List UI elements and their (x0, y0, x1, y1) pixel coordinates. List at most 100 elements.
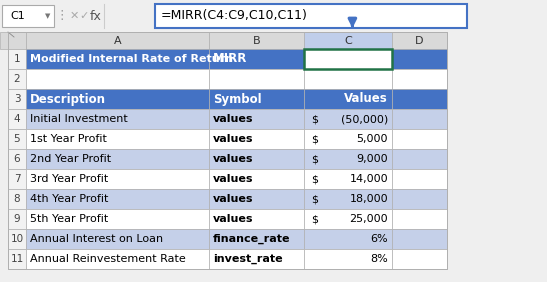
Bar (392, 89, 447, 109)
Bar (0, 0, 8, 282)
Text: ✕: ✕ (69, 11, 79, 21)
Text: invest_rate: invest_rate (213, 254, 283, 264)
Bar (8, 189, 26, 209)
Bar (392, 249, 447, 269)
Text: =MIRR(C4:C9,C10,C11): =MIRR(C4:C9,C10,C11) (161, 10, 308, 23)
Bar (392, 169, 447, 189)
Text: 9,000: 9,000 (357, 154, 388, 164)
Text: 5th Year Profit: 5th Year Profit (30, 214, 108, 224)
Bar (209, 169, 304, 189)
Text: values: values (213, 194, 253, 204)
Bar (304, 89, 392, 109)
Bar (26, 229, 209, 249)
Text: $: $ (311, 134, 318, 144)
Bar (8, 209, 26, 229)
Bar (8, 109, 26, 129)
Bar (26, 209, 209, 229)
Text: 7: 7 (14, 174, 20, 184)
Bar (304, 49, 392, 69)
Bar (2, 5, 54, 27)
Bar (209, 109, 304, 129)
Text: (50,000): (50,000) (341, 114, 388, 124)
Bar (304, 209, 392, 229)
Bar (8, 49, 26, 69)
Text: 3: 3 (14, 94, 20, 104)
Bar (209, 209, 304, 229)
Bar (26, 109, 209, 129)
Bar (209, 129, 304, 149)
Bar (392, 69, 447, 89)
Text: values: values (213, 154, 253, 164)
Bar (392, 49, 447, 69)
Text: Modified Internal Rate of Return: Modified Internal Rate of Return (30, 54, 233, 64)
Text: 5,000: 5,000 (357, 134, 388, 144)
Text: 18,000: 18,000 (350, 194, 388, 204)
Bar (392, 209, 447, 229)
Bar (209, 189, 304, 209)
Text: 8%: 8% (370, 254, 388, 264)
Text: Description: Description (30, 92, 106, 105)
Text: 2nd Year Profit: 2nd Year Profit (30, 154, 111, 164)
Bar (304, 69, 392, 89)
Text: 25,000: 25,000 (350, 214, 388, 224)
Text: 11: 11 (10, 254, 24, 264)
Bar (304, 149, 392, 169)
Bar (209, 229, 304, 249)
Bar (304, 109, 392, 129)
Text: 1st Year Profit: 1st Year Profit (30, 134, 107, 144)
Text: 2: 2 (14, 74, 20, 84)
Bar (209, 49, 304, 69)
Bar (304, 189, 392, 209)
Text: 3rd Year Profit: 3rd Year Profit (30, 174, 108, 184)
Text: fx: fx (90, 10, 102, 23)
Bar (8, 169, 26, 189)
Text: Symbol: Symbol (213, 92, 261, 105)
Text: $: $ (311, 174, 318, 184)
Bar (392, 32, 447, 49)
Text: ⋮: ⋮ (56, 10, 68, 23)
Text: 1: 1 (14, 54, 20, 64)
Bar (26, 169, 209, 189)
Text: D: D (415, 36, 424, 45)
Text: C1: C1 (10, 11, 25, 21)
Bar (26, 249, 209, 269)
Text: 6: 6 (14, 154, 20, 164)
Text: 5: 5 (14, 134, 20, 144)
Bar (8, 229, 26, 249)
Bar (26, 32, 209, 49)
Bar (304, 129, 392, 149)
Text: ▼: ▼ (45, 13, 51, 19)
Bar (392, 129, 447, 149)
Text: 14,000: 14,000 (350, 174, 388, 184)
Bar (392, 149, 447, 169)
Text: B: B (253, 36, 260, 45)
Text: Annual Interest on Loan: Annual Interest on Loan (30, 234, 163, 244)
Bar (392, 189, 447, 209)
Text: $: $ (311, 114, 318, 124)
Text: Values: Values (344, 92, 388, 105)
Bar (8, 129, 26, 149)
Text: values: values (213, 174, 253, 184)
Bar (392, 109, 447, 129)
Bar (304, 249, 392, 269)
Text: 9: 9 (14, 214, 20, 224)
Bar (209, 149, 304, 169)
Text: values: values (213, 214, 253, 224)
Text: Annual Reinvestement Rate: Annual Reinvestement Rate (30, 254, 186, 264)
Bar (304, 169, 392, 189)
Bar (8, 32, 447, 269)
Bar (155, 4, 467, 28)
Bar (209, 32, 304, 49)
Text: Initial Investment: Initial Investment (30, 114, 128, 124)
Bar (26, 149, 209, 169)
Bar (392, 229, 447, 249)
Bar (304, 32, 392, 49)
Text: A: A (114, 36, 121, 45)
Bar (209, 89, 304, 109)
Bar (8, 249, 26, 269)
Text: 6%: 6% (370, 234, 388, 244)
Bar (0, 32, 26, 49)
Text: C: C (344, 36, 352, 45)
Text: 10: 10 (10, 234, 24, 244)
Text: $: $ (311, 214, 318, 224)
